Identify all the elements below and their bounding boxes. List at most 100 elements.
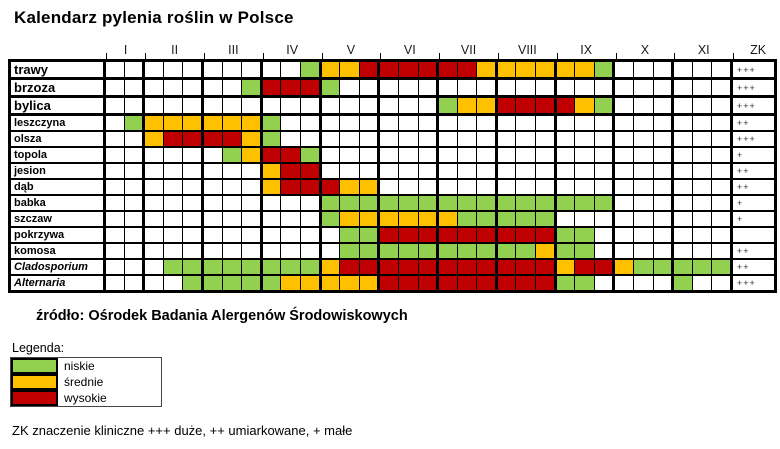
calendar-cell [162, 194, 184, 212]
calendar-cell [200, 130, 223, 148]
calendar-cell [456, 146, 478, 164]
calendar-cell [691, 178, 713, 196]
calendar-cell [494, 146, 517, 164]
calendar-cell [280, 210, 301, 228]
calendar-cell [593, 162, 615, 180]
calendar-cell [358, 210, 380, 228]
calendar-cell [494, 226, 517, 244]
calendar-cell [535, 162, 556, 180]
calendar-cell [377, 113, 399, 132]
calendar-cell [200, 146, 223, 164]
calendar-cell [280, 95, 301, 116]
calendar-cell [494, 274, 517, 293]
calendar-cell [280, 59, 301, 80]
calendar-cell [162, 274, 184, 293]
calendar-cell [633, 178, 654, 196]
calendar-cell [574, 162, 595, 180]
calendar-cell [436, 258, 458, 276]
calendar-cell [318, 113, 341, 132]
calendar-cell [612, 274, 635, 293]
calendar-cell [123, 274, 145, 293]
calendar-cell [593, 178, 615, 196]
calendar-cell [417, 178, 439, 196]
calendar-cell [358, 226, 380, 244]
calendar-cell [259, 59, 282, 80]
calendar-cell [182, 226, 203, 244]
calendar-cell [494, 130, 517, 148]
calendar-cell [553, 194, 576, 212]
calendar-cell [182, 77, 203, 98]
calendar-cell [494, 210, 517, 228]
calendar-cell [259, 210, 282, 228]
calendar-cell [515, 130, 537, 148]
calendar-cell [358, 113, 380, 132]
calendar-cell [182, 59, 203, 80]
calendar-cell [436, 242, 458, 260]
calendar-cell [299, 274, 321, 293]
calendar-cell [711, 130, 732, 148]
calendar-cell [476, 194, 497, 212]
calendar-cell [142, 113, 164, 132]
calendar-cell [397, 274, 419, 293]
zk-value-cell: ++ [730, 242, 776, 260]
calendar-cell [711, 226, 732, 244]
calendar-cell [417, 226, 439, 244]
calendar-cell [339, 95, 360, 116]
calendar-cell [633, 162, 654, 180]
page-title: Kalendarz pylenia roślin w Polsce [14, 8, 294, 27]
calendar-cell [241, 113, 262, 132]
calendar-cell [241, 178, 262, 196]
calendar-cell [711, 59, 732, 80]
calendar-cell [515, 274, 537, 293]
calendar-cell [417, 242, 439, 260]
calendar-cell [553, 59, 576, 80]
calendar-cell [103, 210, 125, 228]
calendar-cell [200, 162, 223, 180]
calendar-cell [574, 130, 595, 148]
calendar-cell [358, 194, 380, 212]
zk-value-cell: +++ [730, 95, 776, 116]
zk-value-cell: +++ [730, 274, 776, 293]
calendar-cell [123, 258, 145, 276]
calendar-cell [535, 113, 556, 132]
calendar-cell [162, 130, 184, 148]
calendar-cell [142, 130, 164, 148]
calendar-cell [182, 178, 203, 196]
calendar-cell [162, 258, 184, 276]
calendar-cell [318, 146, 341, 164]
legend-title: Legenda: [12, 341, 65, 355]
calendar-cell [299, 178, 321, 196]
calendar-row-Alternaria: Alternaria +++ [9, 274, 776, 293]
calendar-cell [377, 194, 399, 212]
calendar-cell [259, 178, 282, 196]
calendar-cell [574, 113, 595, 132]
calendar-cell [535, 178, 556, 196]
month-label-XI: XI [674, 43, 733, 59]
calendar-cell [142, 59, 164, 80]
calendar-cell [535, 210, 556, 228]
calendar-row-dąb: dąb ++ [9, 178, 776, 196]
calendar-cell [397, 95, 419, 116]
legend-label-medium: średnie [64, 375, 104, 389]
calendar-cell [633, 130, 654, 148]
calendar-cell [299, 258, 321, 276]
calendar-cell [397, 178, 419, 196]
calendar-cell [182, 162, 203, 180]
month-label-VI: VI [380, 43, 439, 59]
month-label-VII: VII [439, 43, 498, 59]
calendar-cell [397, 130, 419, 148]
month-label-VIII: VIII [497, 43, 557, 59]
calendar-cell [221, 146, 243, 164]
month-label-X: X [615, 43, 675, 59]
calendar-cell [397, 194, 419, 212]
calendar-cell [456, 162, 478, 180]
calendar-cell [123, 95, 145, 116]
calendar-cell [612, 242, 635, 260]
calendar-cell [436, 226, 458, 244]
calendar-cell [397, 146, 419, 164]
zk-value-cell: ++ [730, 178, 776, 196]
calendar-cell [123, 130, 145, 148]
calendar-cell [417, 210, 439, 228]
calendar-cell [711, 210, 732, 228]
calendar-cell [318, 95, 341, 116]
